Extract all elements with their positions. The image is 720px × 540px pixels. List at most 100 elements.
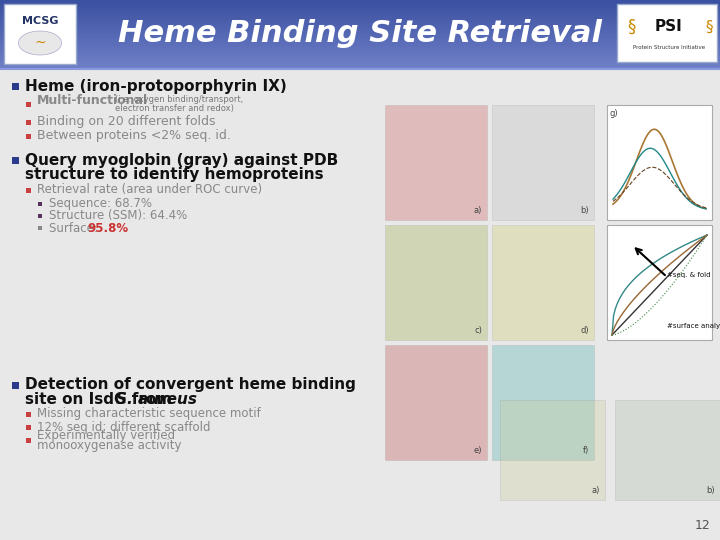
Text: Experimentally verified: Experimentally verified — [37, 429, 175, 442]
Text: Between proteins <2% seq. id.: Between proteins <2% seq. id. — [37, 130, 231, 143]
Bar — [0, 37, 720, 39]
Bar — [615, 400, 720, 500]
Text: Missing characteristic sequence motif: Missing characteristic sequence motif — [37, 408, 261, 421]
Text: Heme Binding Site Retrieval: Heme Binding Site Retrieval — [118, 19, 602, 49]
Bar — [0, 6, 720, 9]
Bar — [385, 105, 487, 220]
Text: electron transfer and redox): electron transfer and redox) — [115, 104, 234, 112]
Bar — [0, 15, 720, 17]
Text: Protein Structure Initiative: Protein Structure Initiative — [633, 45, 705, 50]
Bar — [0, 66, 720, 68]
Text: ~: ~ — [34, 36, 46, 50]
Bar — [25, 411, 30, 416]
Bar — [0, 22, 720, 24]
Text: MCSG: MCSG — [22, 16, 58, 26]
Text: Query myoglobin (gray) against PDB: Query myoglobin (gray) against PDB — [25, 152, 338, 167]
Bar — [607, 105, 712, 220]
Text: c): c) — [474, 326, 482, 335]
Bar — [0, 1, 720, 3]
Bar — [0, 11, 720, 14]
Text: Retrieval rate (area under ROC curve): Retrieval rate (area under ROC curve) — [37, 184, 262, 197]
Text: #seq. & fold: #seq. & fold — [667, 272, 711, 278]
Text: S. aureus: S. aureus — [116, 392, 197, 407]
Bar — [0, 49, 720, 51]
Text: f): f) — [582, 446, 589, 455]
Bar — [0, 60, 720, 63]
Bar — [0, 17, 720, 19]
Bar — [0, 23, 720, 25]
Bar — [0, 29, 720, 31]
Text: a): a) — [474, 206, 482, 215]
Bar — [0, 26, 720, 29]
Text: 95.8%: 95.8% — [87, 221, 128, 234]
Bar — [0, 13, 720, 15]
Text: Binding on 20 different folds: Binding on 20 different folds — [37, 116, 215, 129]
Bar — [0, 18, 720, 21]
Bar — [25, 437, 30, 442]
Text: (i.e. oxygen binding/transport,: (i.e. oxygen binding/transport, — [115, 96, 243, 105]
Bar — [0, 10, 720, 12]
Bar — [12, 381, 19, 388]
Bar — [25, 102, 30, 106]
Bar — [25, 119, 30, 125]
Text: a): a) — [592, 486, 600, 495]
Bar — [0, 0, 720, 2]
Bar — [12, 83, 19, 90]
Text: structure to identify hemoproteins: structure to identify hemoproteins — [25, 166, 323, 181]
Bar — [0, 44, 720, 46]
Bar — [0, 30, 720, 32]
Bar — [0, 59, 720, 61]
Text: Surface:: Surface: — [49, 221, 102, 234]
Text: Sequence: 68.7%: Sequence: 68.7% — [49, 198, 152, 211]
Bar — [0, 40, 720, 43]
Text: 12: 12 — [694, 519, 710, 532]
Text: b): b) — [706, 486, 715, 495]
Text: d): d) — [580, 326, 589, 335]
Text: Structure (SSM): 64.4%: Structure (SSM): 64.4% — [49, 210, 187, 222]
Text: g): g) — [609, 109, 618, 118]
Text: site on IsdG from: site on IsdG from — [25, 392, 177, 407]
Bar — [0, 33, 720, 36]
Bar — [0, 64, 720, 66]
Bar — [0, 45, 720, 48]
Bar — [25, 424, 30, 429]
Bar — [25, 187, 30, 192]
Bar — [25, 133, 30, 138]
Bar — [0, 42, 720, 44]
Bar — [0, 38, 720, 41]
Bar — [385, 225, 487, 340]
Text: b): b) — [580, 206, 589, 215]
Bar — [0, 54, 720, 56]
Bar — [0, 5, 720, 7]
Bar — [0, 20, 720, 22]
Text: e): e) — [474, 446, 482, 455]
Text: Heme (iron-protoporphyrin IX): Heme (iron-protoporphyrin IX) — [25, 78, 287, 93]
Bar — [0, 3, 720, 5]
Text: Multi-functional: Multi-functional — [37, 94, 148, 107]
Bar — [4, 4, 76, 64]
Bar — [0, 25, 720, 27]
Bar — [37, 202, 42, 206]
Text: 12% seq id; different scaffold: 12% seq id; different scaffold — [37, 421, 210, 434]
Bar — [37, 226, 42, 230]
Bar — [617, 4, 717, 62]
Bar — [385, 345, 487, 460]
Bar — [0, 8, 720, 10]
Bar — [37, 214, 42, 218]
Bar — [0, 35, 720, 37]
Bar — [0, 52, 720, 55]
Bar — [0, 51, 720, 53]
Text: #surface analys: #surface analys — [667, 323, 720, 329]
Bar — [500, 400, 605, 500]
Text: Detection of convergent heme binding: Detection of convergent heme binding — [25, 377, 356, 393]
Bar — [0, 47, 720, 49]
Text: PSI: PSI — [655, 18, 683, 33]
Bar — [0, 32, 720, 34]
Ellipse shape — [19, 31, 62, 55]
Bar — [607, 225, 712, 340]
Bar — [0, 57, 720, 59]
Text: §: § — [705, 19, 713, 35]
Text: §: § — [627, 18, 635, 36]
Bar — [12, 157, 19, 164]
Text: monooxygenase activity: monooxygenase activity — [37, 440, 181, 453]
